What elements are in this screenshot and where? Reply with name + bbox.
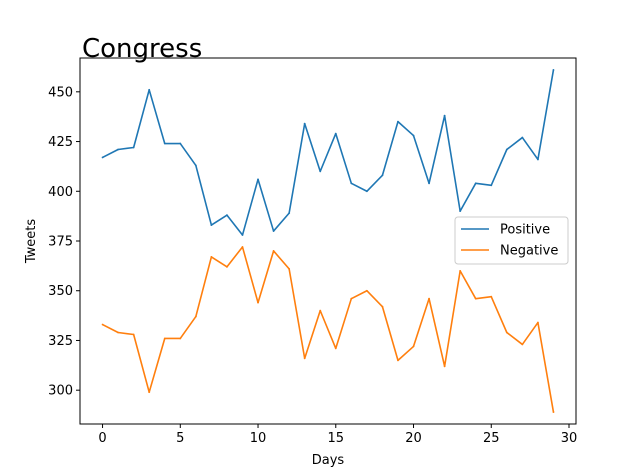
data-point-positive — [334, 132, 337, 135]
data-point-negative — [428, 297, 430, 300]
y-tick-label: 400 — [48, 185, 73, 200]
x-tick-label: 25 — [483, 431, 500, 446]
x-tick-label: 15 — [328, 431, 345, 446]
data-point-positive — [552, 69, 555, 71]
data-point-negative — [163, 337, 166, 340]
data-point-positive — [132, 146, 135, 149]
data-point-positive — [474, 182, 477, 185]
y-tick-label: 425 — [48, 135, 73, 150]
series-line-positive — [102, 69, 555, 236]
series-line-negative — [102, 246, 555, 413]
legend-label-positive: Positive — [500, 223, 550, 238]
data-point-negative — [288, 267, 291, 270]
chart-title: Congress — [82, 34, 202, 64]
data-point-positive — [319, 170, 322, 173]
y-tick-label: 325 — [48, 334, 73, 349]
data-point-positive — [148, 88, 151, 91]
data-point-negative — [552, 411, 555, 413]
y-tick-label: 350 — [48, 284, 73, 299]
x-tick-label: 20 — [405, 431, 422, 446]
data-point-positive — [490, 184, 493, 187]
data-point-negative — [101, 323, 104, 326]
data-point-negative — [179, 337, 182, 340]
x-ticks: 0 5 10 15 20 25 30 — [98, 424, 577, 446]
data-point-negative — [241, 246, 244, 248]
data-point-positive — [505, 148, 508, 151]
y-ticks: 300 325 350 375 400 425 450 — [48, 85, 80, 399]
data-point-negative — [117, 331, 119, 334]
data-point-positive — [365, 190, 368, 193]
y-tick-label: 300 — [48, 384, 73, 399]
y-tick-label: 375 — [48, 235, 73, 250]
data-point-positive — [101, 156, 104, 159]
data-point-negative — [412, 345, 415, 348]
data-point-negative — [272, 250, 275, 252]
data-point-positive — [537, 158, 539, 161]
data-point-negative — [132, 333, 135, 336]
data-point-positive — [428, 182, 430, 185]
x-tick-label: 0 — [98, 431, 106, 446]
data-point-negative — [474, 297, 477, 300]
data-point-positive — [443, 114, 446, 117]
data-point-negative — [505, 331, 508, 334]
data-point-positive — [303, 122, 306, 125]
data-point-negative — [226, 265, 228, 268]
data-point-positive — [257, 178, 259, 181]
x-axis-label: Days — [312, 453, 345, 468]
legend-label-negative: Negative — [500, 244, 558, 259]
data-point-negative — [521, 343, 524, 346]
data-point-positive — [194, 164, 197, 167]
x-tick-label: 5 — [176, 431, 184, 446]
data-point-negative — [397, 359, 399, 362]
data-point-negative — [257, 301, 259, 304]
data-point-negative — [443, 365, 446, 368]
x-tick-label: 30 — [561, 431, 578, 446]
data-point-negative — [319, 309, 322, 312]
data-point-positive — [226, 214, 228, 217]
data-point-negative — [303, 357, 306, 360]
data-point-positive — [117, 148, 119, 151]
data-point-positive — [381, 174, 384, 177]
series-layer — [101, 69, 555, 413]
data-point-positive — [272, 230, 275, 232]
data-point-positive — [459, 210, 462, 213]
y-axis-label: Tweets — [24, 219, 39, 265]
data-point-negative — [194, 315, 197, 318]
data-point-negative — [381, 305, 384, 308]
data-point-negative — [365, 289, 368, 292]
data-point-negative — [334, 347, 337, 350]
data-point-positive — [210, 224, 213, 226]
data-point-negative — [490, 295, 493, 298]
data-point-positive — [241, 234, 244, 236]
data-point-positive — [179, 142, 182, 145]
data-point-positive — [163, 142, 166, 145]
y-tick-label: 450 — [48, 85, 73, 100]
data-point-negative — [537, 321, 539, 324]
x-tick-label: 10 — [250, 431, 267, 446]
data-point-negative — [148, 391, 151, 394]
data-point-positive — [412, 134, 415, 137]
data-point-positive — [521, 136, 524, 139]
data-point-negative — [210, 256, 213, 258]
legend: Positive Negative — [454, 216, 569, 265]
data-point-negative — [350, 297, 353, 300]
data-point-positive — [397, 120, 399, 123]
data-point-negative — [459, 269, 462, 272]
data-point-positive — [288, 212, 291, 215]
data-point-positive — [350, 182, 353, 185]
